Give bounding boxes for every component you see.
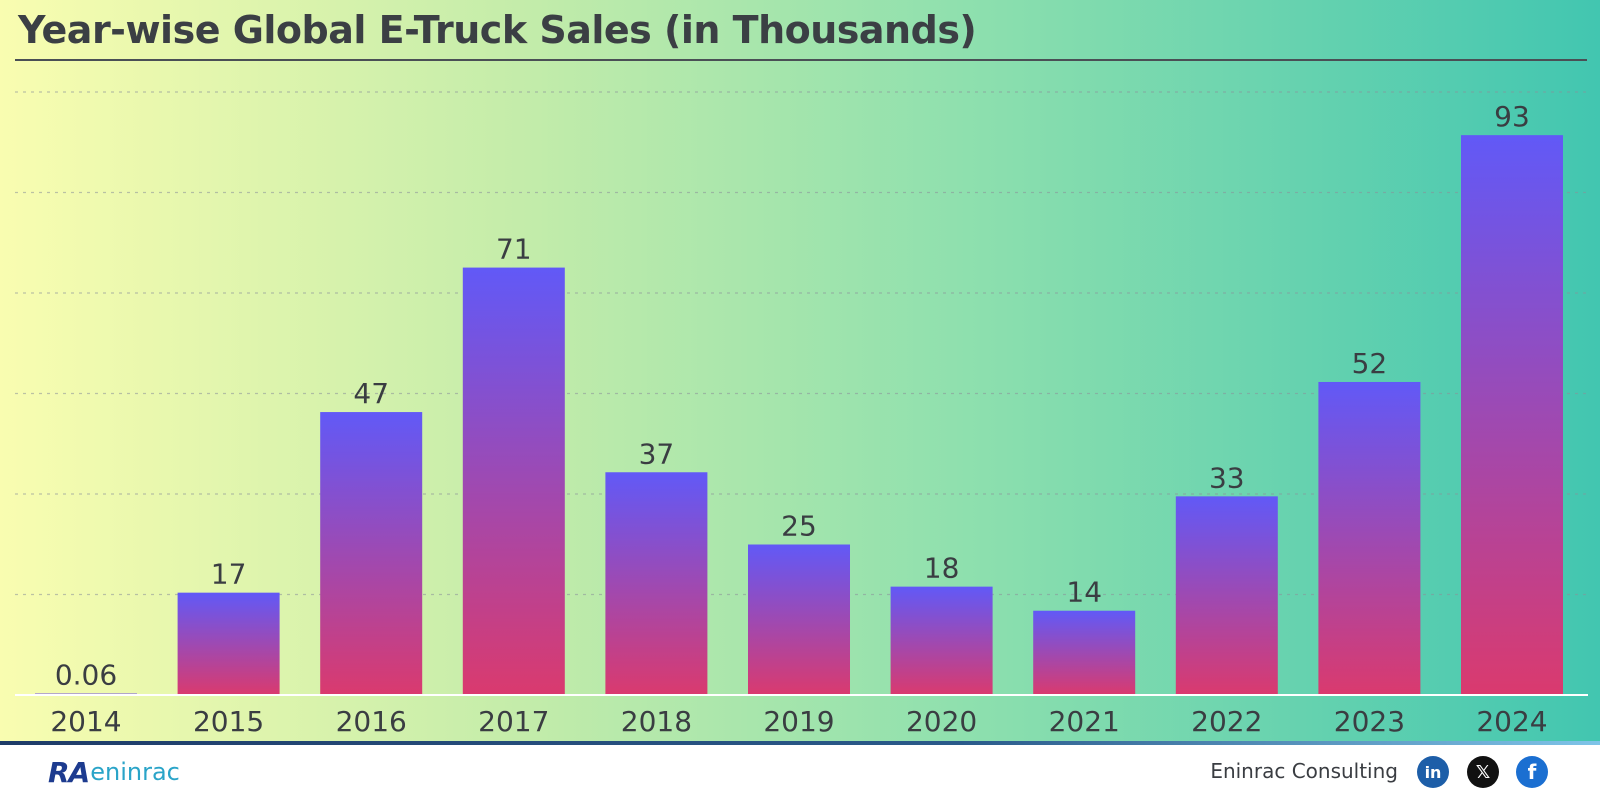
x-tick-2022: 2022	[1191, 705, 1262, 738]
x-tick-2019: 2019	[763, 705, 834, 738]
data-label-2014: 0.06	[55, 659, 117, 692]
x-icon[interactable]: 𝕏	[1467, 756, 1499, 788]
bars	[35, 135, 1563, 695]
bar-2016	[320, 412, 423, 695]
data-label-2022: 33	[1209, 461, 1245, 494]
bar-2015	[177, 592, 280, 695]
bar-2019	[748, 544, 850, 695]
x-tick-2017: 2017	[478, 705, 549, 738]
eninrac-logo: RA eninrac	[48, 755, 180, 789]
bar-2024	[1461, 135, 1563, 695]
brand-name: Eninrac Consulting	[1210, 759, 1398, 783]
bar-2017	[462, 267, 565, 695]
x-tick-2021: 2021	[1049, 705, 1120, 738]
footer: RA eninrac Eninrac Consulting in 𝕏 f	[0, 745, 1600, 800]
x-tick-2016: 2016	[336, 705, 407, 738]
x-tick-labels: 2014 2015 2016 2017 2018 2019 2020 2021 2022 2023…	[50, 705, 1547, 738]
data-label-2021: 14	[1066, 576, 1102, 609]
x-tick-2014: 2014	[50, 705, 121, 738]
bar-2021	[1033, 610, 1136, 695]
bar-2022	[1175, 496, 1278, 695]
x-tick-2024: 2024	[1476, 705, 1547, 738]
data-label-2019: 25	[781, 510, 817, 543]
x-tick-2020: 2020	[906, 705, 977, 738]
x-tick-2015: 2015	[193, 705, 264, 738]
bar-2020	[890, 586, 993, 695]
facebook-icon[interactable]: f	[1516, 756, 1548, 788]
footer-divider	[0, 741, 1600, 745]
data-label-2015: 17	[211, 558, 247, 591]
data-label-2023: 52	[1352, 347, 1388, 380]
linkedin-icon[interactable]: in	[1417, 756, 1449, 788]
x-tick-2018: 2018	[621, 705, 692, 738]
data-label-2016: 47	[353, 377, 389, 410]
bar-2018	[605, 472, 708, 695]
data-label-2020: 18	[924, 552, 960, 585]
data-labels: 0.06 17 47 71 37 25 18 14 33 52 93	[55, 100, 1530, 691]
title-underline	[15, 59, 1587, 61]
data-label-2024: 93	[1494, 100, 1530, 133]
bar-2023	[1318, 381, 1421, 695]
chart-area: Year-wise Global E-Truck Sales (in Thous…	[0, 0, 1600, 741]
x-tick-2023: 2023	[1334, 705, 1405, 738]
data-label-2017: 71	[496, 233, 532, 266]
chart-title: Year-wise Global E-Truck Sales (in Thous…	[18, 8, 977, 52]
data-label-2018: 37	[639, 437, 675, 470]
